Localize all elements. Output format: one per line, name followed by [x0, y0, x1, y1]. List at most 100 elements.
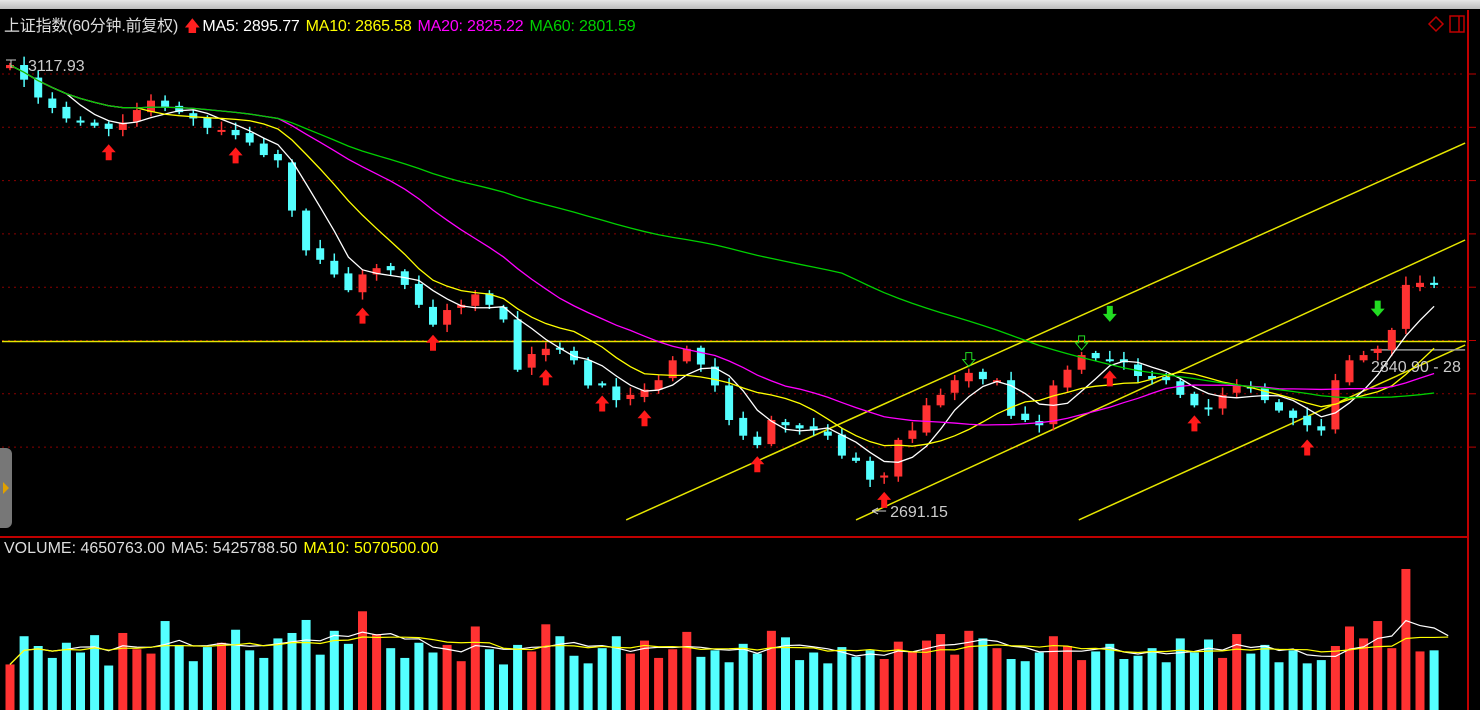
candle-body: [1317, 426, 1326, 431]
buy-signal-arrow-icon: [1102, 370, 1117, 387]
buy-signal-arrow-icon: [426, 334, 440, 351]
candle-body: [654, 380, 663, 390]
ma5-value: MA5: 2895.77: [202, 18, 300, 35]
candle-body: [231, 129, 240, 136]
volume-bar: [19, 636, 29, 710]
trend-line: [625, 142, 1466, 521]
candle-body: [527, 354, 536, 368]
volume-bar: [569, 655, 579, 710]
volume-bar: [104, 665, 114, 710]
volume-bar: [33, 645, 43, 710]
ma5-line: [9, 64, 1435, 463]
volume-bar: [329, 630, 339, 710]
candle-body: [908, 430, 917, 439]
split-panel-icon[interactable]: [1449, 15, 1465, 33]
volume-bar: [47, 657, 57, 710]
volume-bar: [1274, 662, 1284, 710]
candle-body: [668, 360, 677, 379]
buy-signal-arrow-icon: [877, 491, 892, 508]
buy-signal-arrow-icon: [538, 369, 553, 386]
candle-body: [471, 294, 480, 306]
volume-bar: [654, 657, 664, 710]
volume-bar: [879, 659, 889, 710]
volume-bar: [555, 636, 565, 710]
candle-body: [1260, 387, 1269, 401]
price-legend: 上证指数(60分钟.前复权) 🡅 MA5: 2895.77 MA10: 2865.58…: [4, 12, 641, 42]
volume-bar: [1387, 648, 1397, 710]
ma10-value: MA10: 2865.58: [305, 18, 412, 35]
index-title: 上证指数(60分钟.前复权): [4, 18, 179, 35]
volume-bar: [865, 650, 875, 710]
diamond-icon[interactable]: [1427, 15, 1445, 33]
volume-bar: [1429, 650, 1439, 710]
volume-bar: [1246, 653, 1256, 710]
buy-signal-arrow-icon: [595, 395, 610, 412]
side-panel-toggle[interactable]: [0, 448, 12, 528]
candle-body: [739, 417, 748, 436]
hollow-sell-arrow-icon: [961, 352, 976, 368]
volume-bar: [766, 630, 776, 710]
volume-bar: [724, 662, 734, 710]
volume-bar: [1359, 638, 1369, 710]
candle-body: [1105, 359, 1114, 362]
candle-body: [104, 123, 113, 129]
candle-body: [217, 129, 226, 132]
candle-body: [1359, 355, 1368, 361]
candle-body: [866, 460, 875, 480]
hollow-sell-arrow-icon: [1074, 335, 1089, 351]
range-price-label: 2840.90 - 28: [1371, 359, 1461, 376]
candle-body: [1401, 284, 1410, 329]
volume-bar: [611, 636, 621, 710]
volume-bar: [1161, 662, 1171, 710]
candle-body: [626, 394, 635, 400]
volume-ma5-line: [9, 619, 1449, 665]
volume-bar: [160, 621, 170, 710]
volume-bar: [1330, 645, 1340, 710]
candle-body: [809, 426, 818, 431]
volume-bar: [823, 663, 833, 710]
volume-bar: [5, 664, 15, 710]
volume-bar: [1189, 652, 1199, 710]
candle-body: [330, 260, 339, 275]
candle-body: [1218, 394, 1227, 409]
ma10-line: [9, 64, 1435, 447]
volume-ma10-line: [9, 636, 1449, 665]
candle-body: [922, 405, 931, 433]
volume-bar: [1119, 659, 1129, 710]
volume-bar: [710, 650, 720, 710]
candle-body: [852, 457, 860, 461]
candle-body: [48, 98, 57, 108]
volume-bar: [936, 634, 946, 710]
candle-body: [189, 113, 198, 119]
volume-bar: [231, 629, 241, 710]
trend-line: [1078, 344, 1466, 521]
volume-bar: [245, 650, 255, 710]
candle-body: [1007, 380, 1016, 416]
volume-bar: [499, 664, 508, 710]
candle-body: [696, 347, 705, 365]
candle-body: [936, 394, 945, 406]
volume-bar: [217, 642, 226, 710]
volume-bar: [146, 653, 156, 710]
candle-body: [1021, 413, 1030, 420]
buy-signal-arrow-icon: [637, 410, 652, 427]
red-up-arrow-icon: 🡅: [184, 18, 201, 35]
volume-bar: [343, 643, 353, 710]
volume-bar: [76, 652, 85, 710]
volume-ma5-value: MA5: 5425788.50: [171, 540, 298, 557]
high-price-label: 3117.93: [28, 58, 85, 75]
volume-bar: [1077, 660, 1087, 710]
candle-body: [1204, 407, 1213, 410]
candle-body: [344, 273, 353, 291]
candle-body: [837, 434, 846, 456]
candle-body: [1232, 385, 1241, 393]
candle-body: [894, 439, 903, 477]
volume-bar: [1105, 643, 1115, 710]
volume-bar: [1006, 659, 1016, 710]
volume-bar: [1373, 621, 1383, 710]
high-marker-icon: [6, 59, 16, 68]
volume-bar: [470, 626, 480, 710]
volume-bar: [1091, 651, 1101, 710]
candle-body: [302, 210, 311, 251]
